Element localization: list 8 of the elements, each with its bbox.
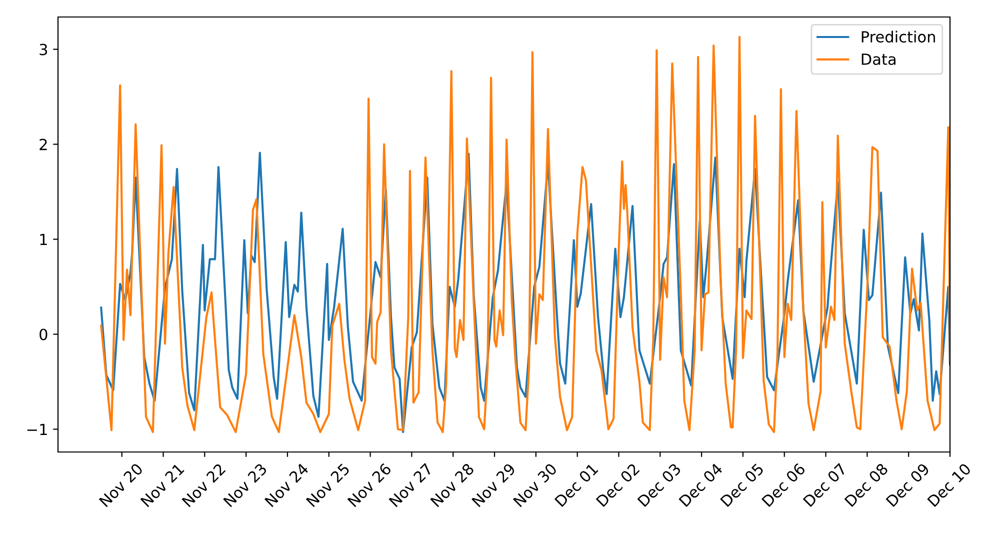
y-tick-label: 3 bbox=[40, 44, 48, 56]
y-tick-label: −1 bbox=[27, 424, 47, 436]
legend-label: Prediction bbox=[862, 30, 935, 43]
y-tick-label: 2 bbox=[40, 138, 47, 150]
legend-label: Data bbox=[862, 54, 896, 65]
y-tick-label: 0 bbox=[40, 328, 48, 340]
x-tick-label: Dec 10 bbox=[926, 462, 972, 508]
y-tick-label: 1 bbox=[40, 234, 47, 246]
